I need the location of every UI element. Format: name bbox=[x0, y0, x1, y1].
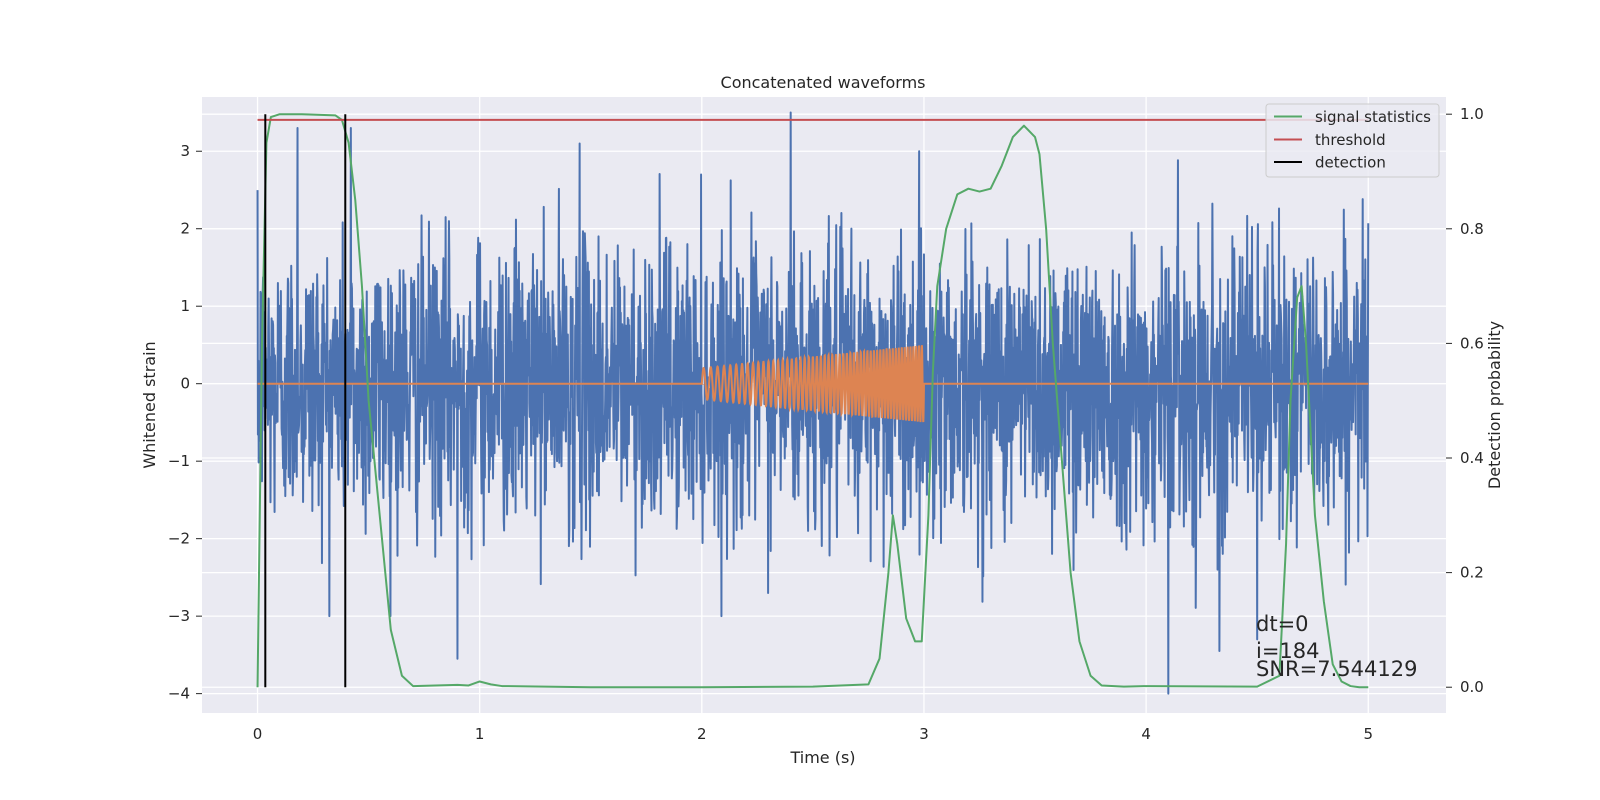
x-tick-label: 5 bbox=[1363, 725, 1373, 743]
y-tick-label: 2 bbox=[180, 220, 190, 238]
plot-area bbox=[256, 111, 1370, 695]
y-axis-left: −4 −3 −2 −1 0 1 2 3 bbox=[168, 142, 202, 703]
series-line-whitened-strain bbox=[256, 111, 1370, 695]
chart-title: Concatenated waveforms bbox=[721, 73, 926, 92]
y-tick-label: −2 bbox=[168, 530, 190, 548]
x-tick-label: 4 bbox=[1141, 725, 1151, 743]
x-tick-label: 1 bbox=[475, 725, 485, 743]
y-axis-label: Whitened strain bbox=[140, 341, 159, 468]
x-axis: 0 1 2 3 4 5 bbox=[253, 725, 1373, 743]
y-tick-label: −4 bbox=[168, 685, 190, 703]
legend-box bbox=[1265, 103, 1440, 178]
legend-label-threshold: threshold bbox=[1315, 131, 1386, 149]
y-right-tick-label: 0.2 bbox=[1460, 564, 1484, 582]
y-tick-label: 3 bbox=[180, 142, 190, 160]
y-right-tick-label: 0.4 bbox=[1460, 449, 1484, 467]
annotation-i: i=184 bbox=[1256, 639, 1320, 663]
annotation-snr: SNR=7.544129 bbox=[1256, 657, 1417, 681]
y-axis-right-label: Detection probability bbox=[1485, 321, 1504, 489]
y-tick-label: −1 bbox=[168, 452, 190, 470]
y-tick-label: 1 bbox=[180, 297, 190, 315]
y-axis-right: 0.0 0.2 0.4 0.6 0.8 1.0 bbox=[1446, 105, 1484, 696]
y-right-tick-label: 1.0 bbox=[1460, 105, 1484, 123]
series-layer bbox=[256, 111, 1370, 695]
y-right-tick-label: 0.0 bbox=[1460, 678, 1484, 696]
annotation-dt: dt=0 bbox=[1256, 612, 1309, 636]
legend: signal statistics threshold detection bbox=[1265, 103, 1440, 178]
x-tick-label: 2 bbox=[697, 725, 707, 743]
series-line-waveform bbox=[257, 345, 1369, 423]
x-tick-label: 3 bbox=[919, 725, 929, 743]
y-right-tick-label: 0.8 bbox=[1460, 220, 1484, 238]
series-line-signal-statistics bbox=[256, 113, 1369, 689]
y-tick-label: −3 bbox=[168, 607, 190, 625]
y-tick-label: 0 bbox=[180, 375, 190, 393]
x-tick-label: 0 bbox=[253, 725, 263, 743]
x-axis-label: Time (s) bbox=[789, 748, 855, 767]
annotation-block: dt=0 i=184 SNR=7.544129 bbox=[1256, 612, 1417, 681]
legend-label-signal-statistics: signal statistics bbox=[1315, 108, 1431, 126]
y-right-tick-label: 0.6 bbox=[1460, 334, 1484, 352]
legend-label-detection: detection bbox=[1315, 154, 1386, 172]
